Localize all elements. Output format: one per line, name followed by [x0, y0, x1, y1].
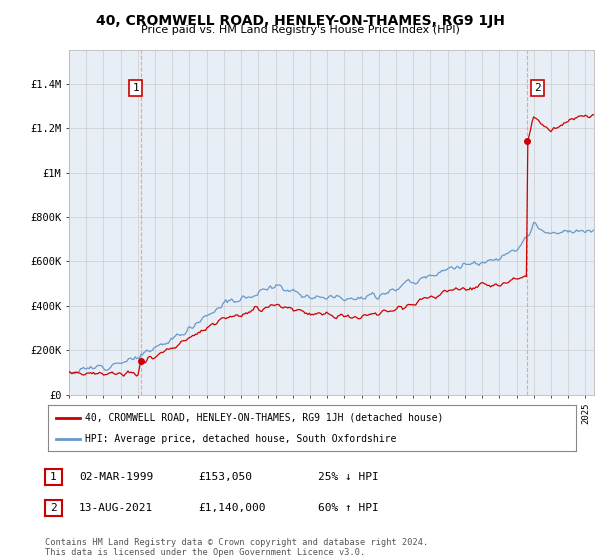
- Text: 40, CROMWELL ROAD, HENLEY-ON-THAMES, RG9 1JH (detached house): 40, CROMWELL ROAD, HENLEY-ON-THAMES, RG9…: [85, 413, 443, 423]
- Text: 1: 1: [132, 83, 139, 93]
- Text: HPI: Average price, detached house, South Oxfordshire: HPI: Average price, detached house, Sout…: [85, 435, 397, 444]
- Text: Contains HM Land Registry data © Crown copyright and database right 2024.
This d: Contains HM Land Registry data © Crown c…: [45, 538, 428, 557]
- Text: £153,050: £153,050: [198, 472, 252, 482]
- Text: 2: 2: [534, 83, 541, 93]
- Text: 13-AUG-2021: 13-AUG-2021: [79, 503, 154, 513]
- Text: 60% ↑ HPI: 60% ↑ HPI: [318, 503, 379, 513]
- Text: 1: 1: [50, 472, 57, 482]
- Text: 25% ↓ HPI: 25% ↓ HPI: [318, 472, 379, 482]
- Text: £1,140,000: £1,140,000: [198, 503, 265, 513]
- Text: Price paid vs. HM Land Registry's House Price Index (HPI): Price paid vs. HM Land Registry's House …: [140, 25, 460, 35]
- Text: 02-MAR-1999: 02-MAR-1999: [79, 472, 154, 482]
- Text: 40, CROMWELL ROAD, HENLEY-ON-THAMES, RG9 1JH: 40, CROMWELL ROAD, HENLEY-ON-THAMES, RG9…: [95, 14, 505, 28]
- Text: 2: 2: [50, 503, 57, 513]
